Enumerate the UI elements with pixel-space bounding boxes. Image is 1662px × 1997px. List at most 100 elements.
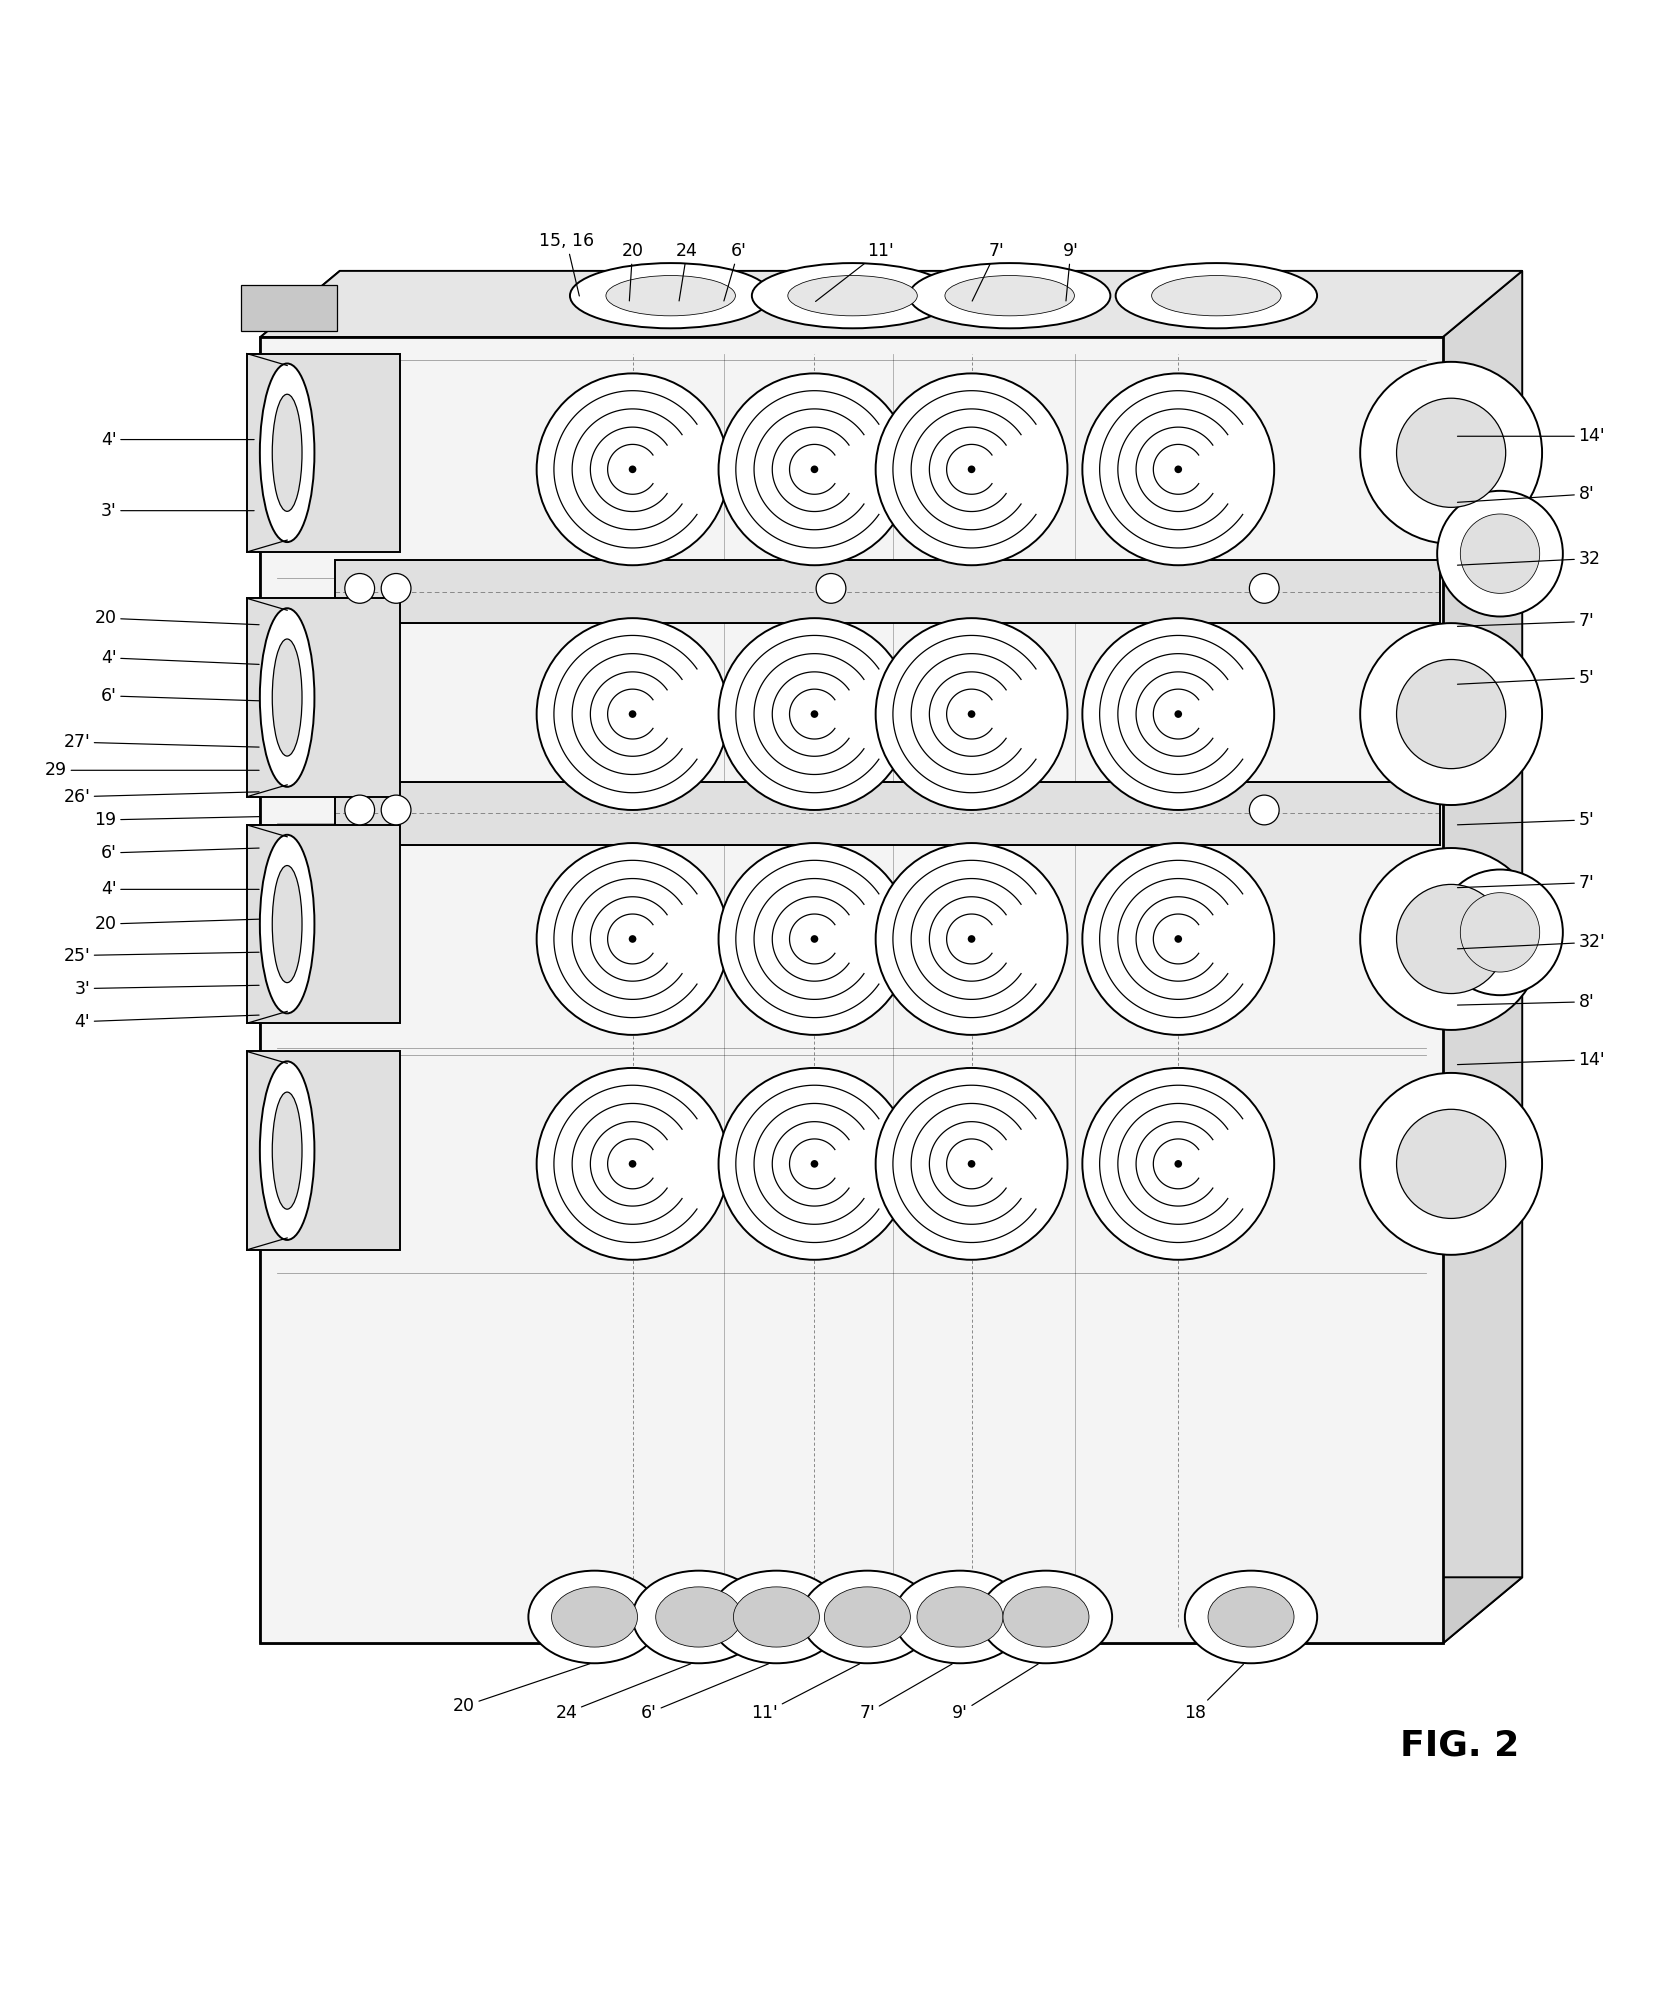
Bar	[246, 353, 399, 551]
Polygon shape	[261, 337, 1443, 1644]
Polygon shape	[261, 272, 339, 1644]
Circle shape	[628, 935, 637, 943]
Circle shape	[718, 1068, 911, 1260]
Circle shape	[1082, 1068, 1275, 1260]
Bar	[246, 825, 399, 1022]
Circle shape	[718, 373, 911, 565]
Ellipse shape	[259, 609, 314, 787]
Circle shape	[1082, 373, 1275, 565]
Circle shape	[537, 373, 728, 565]
Circle shape	[816, 573, 846, 603]
Text: 7': 7'	[972, 242, 1004, 302]
Circle shape	[537, 843, 728, 1034]
Circle shape	[1175, 935, 1182, 943]
Circle shape	[1175, 1160, 1182, 1168]
Circle shape	[1438, 491, 1562, 617]
Circle shape	[344, 795, 374, 825]
Circle shape	[537, 1068, 728, 1260]
Text: 14': 14'	[1458, 427, 1605, 445]
Circle shape	[876, 1068, 1067, 1260]
Ellipse shape	[273, 865, 302, 983]
Ellipse shape	[788, 276, 917, 316]
Ellipse shape	[946, 276, 1074, 316]
Text: 6': 6'	[725, 242, 746, 302]
Circle shape	[628, 465, 637, 473]
Text: 24: 24	[555, 1664, 691, 1721]
Text: 6': 6'	[101, 845, 259, 863]
Text: 32: 32	[1458, 549, 1601, 567]
Ellipse shape	[1208, 1588, 1295, 1648]
Circle shape	[1438, 869, 1562, 995]
Circle shape	[344, 573, 374, 603]
Ellipse shape	[1185, 1572, 1318, 1664]
Ellipse shape	[1002, 1588, 1089, 1648]
Circle shape	[537, 619, 728, 811]
Circle shape	[876, 619, 1067, 811]
Text: 29: 29	[45, 761, 259, 779]
Circle shape	[967, 1160, 976, 1168]
Text: 7': 7'	[1458, 875, 1594, 893]
Text: 3': 3'	[75, 981, 259, 998]
Circle shape	[1461, 893, 1539, 973]
Text: 18: 18	[1183, 1664, 1243, 1721]
Polygon shape	[261, 272, 1522, 337]
Polygon shape	[339, 272, 1522, 1578]
Circle shape	[811, 935, 818, 943]
Bar	[336, 783, 1439, 845]
Circle shape	[1082, 619, 1275, 811]
Text: 24: 24	[676, 242, 698, 302]
Ellipse shape	[607, 276, 735, 316]
Ellipse shape	[259, 363, 314, 541]
Text: 6': 6'	[642, 1664, 768, 1721]
Text: 15, 16: 15, 16	[538, 232, 593, 296]
Text: 5': 5'	[1458, 669, 1594, 687]
Text: 20: 20	[622, 242, 643, 302]
Bar	[246, 599, 399, 797]
Ellipse shape	[1152, 276, 1281, 316]
Ellipse shape	[273, 639, 302, 757]
Circle shape	[1360, 1072, 1542, 1254]
Text: 3': 3'	[101, 501, 254, 519]
Circle shape	[1250, 573, 1280, 603]
Ellipse shape	[656, 1588, 741, 1648]
Circle shape	[811, 465, 818, 473]
Text: 7': 7'	[859, 1664, 952, 1721]
Ellipse shape	[917, 1588, 1002, 1648]
Bar	[246, 1050, 399, 1250]
Text: 4': 4'	[101, 649, 259, 667]
Text: 5': 5'	[1458, 811, 1594, 829]
Ellipse shape	[552, 1588, 638, 1648]
Circle shape	[967, 711, 976, 717]
Ellipse shape	[273, 1092, 302, 1208]
Ellipse shape	[751, 264, 954, 328]
Circle shape	[811, 1160, 818, 1168]
Circle shape	[1396, 885, 1506, 995]
Text: 11': 11'	[751, 1664, 859, 1721]
Circle shape	[1360, 849, 1542, 1030]
Ellipse shape	[710, 1572, 843, 1664]
Bar	[241, 286, 337, 332]
Circle shape	[1082, 843, 1275, 1034]
Text: 26': 26'	[63, 787, 259, 805]
Circle shape	[1250, 795, 1280, 825]
Text: 25': 25'	[63, 947, 259, 965]
Circle shape	[876, 843, 1067, 1034]
Text: 11': 11'	[816, 242, 894, 302]
Text: 9': 9'	[952, 1664, 1039, 1721]
Text: 14': 14'	[1458, 1050, 1605, 1068]
Polygon shape	[261, 1578, 1522, 1644]
Ellipse shape	[981, 1572, 1112, 1664]
Circle shape	[381, 795, 411, 825]
Ellipse shape	[1115, 264, 1316, 328]
Text: 8': 8'	[1458, 485, 1594, 503]
Ellipse shape	[894, 1572, 1025, 1664]
Circle shape	[1360, 361, 1542, 543]
Circle shape	[1360, 623, 1542, 805]
Text: 4': 4'	[75, 1012, 259, 1030]
Ellipse shape	[273, 393, 302, 511]
Text: 20: 20	[452, 1664, 590, 1715]
Ellipse shape	[633, 1572, 765, 1664]
Ellipse shape	[824, 1588, 911, 1648]
Text: 4': 4'	[101, 881, 259, 899]
Text: 27': 27'	[63, 733, 259, 751]
